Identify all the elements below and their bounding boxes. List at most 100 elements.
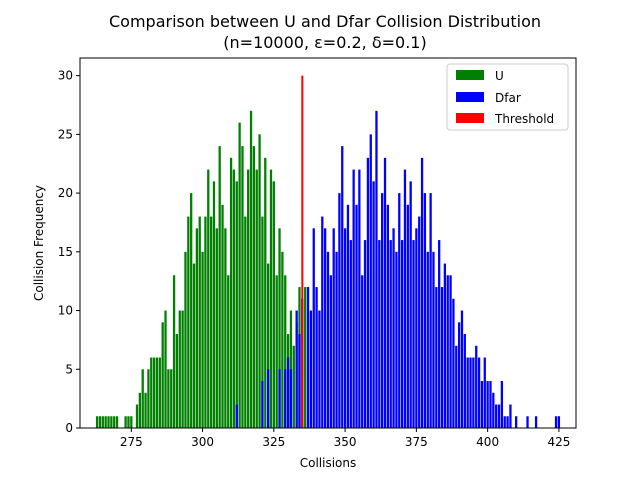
bar-dfar	[386, 204, 390, 428]
bar-dfar	[343, 228, 347, 428]
bar-dfar	[306, 287, 310, 428]
bar-dfar	[557, 416, 561, 428]
bar-dfar	[324, 228, 327, 428]
bar-u	[281, 251, 284, 428]
bar-u	[138, 392, 142, 428]
bar-dfar	[457, 322, 461, 428]
bar-dfar	[321, 216, 324, 428]
bar-dfar	[284, 369, 287, 428]
bar-dfar	[312, 228, 315, 428]
x-axis: 275 300 325 350 375 400 425	[120, 428, 570, 449]
bar-u	[218, 146, 221, 428]
bar-u	[204, 216, 207, 428]
bar-dfar	[486, 381, 489, 428]
bar-dfar	[261, 381, 264, 428]
bar-u	[175, 334, 179, 428]
bar-dfar	[489, 381, 492, 428]
bar-u	[115, 416, 119, 428]
y-tick-label: 0	[65, 421, 73, 435]
bar-dfar	[534, 416, 538, 428]
y-tick-label: 5	[65, 362, 73, 376]
bar-u	[110, 416, 113, 428]
bar-u	[178, 310, 181, 428]
bar-dfar	[318, 310, 321, 428]
bar-u	[98, 416, 102, 428]
bar-u	[101, 416, 104, 428]
bar-dfar	[466, 357, 469, 428]
bar-dfar	[395, 251, 398, 428]
bar-dfar	[495, 404, 498, 428]
bar-u	[144, 392, 147, 428]
y-tick-label: 30	[58, 69, 73, 83]
bar-dfar	[418, 216, 421, 428]
bar-dfar	[406, 204, 409, 428]
bar-u	[104, 416, 107, 428]
bar-dfar	[349, 240, 352, 428]
plot-frame	[79, 57, 577, 429]
bar-u	[284, 275, 287, 428]
bar-dfar	[415, 228, 418, 428]
bar-u	[252, 146, 256, 428]
bar-u	[247, 169, 250, 429]
bar-u	[269, 169, 273, 429]
legend-label-threshold: Threshold	[494, 112, 554, 126]
bar-u	[167, 369, 170, 428]
x-tick-label: 400	[476, 435, 499, 449]
bar-u	[227, 275, 230, 428]
bar-dfar	[341, 146, 344, 428]
bar-dfar	[506, 416, 509, 428]
bar-u	[113, 416, 116, 428]
bar-u	[150, 357, 153, 428]
plot-area	[79, 57, 577, 429]
bar-dfar	[469, 357, 472, 428]
y-tick-label: 25	[58, 127, 73, 141]
bar-u	[152, 357, 156, 428]
bar-dfar	[266, 369, 270, 428]
bar-u	[209, 216, 213, 428]
bar-dfar	[346, 204, 350, 428]
bar-dfar	[438, 240, 441, 428]
bar-u	[264, 157, 267, 429]
bar-dfar	[503, 416, 506, 428]
bar-dfar	[455, 345, 458, 428]
bar-dfar	[235, 404, 238, 428]
y-tick-label: 15	[58, 245, 73, 259]
x-tick-label: 425	[547, 435, 570, 449]
bar-u	[95, 416, 99, 428]
bar-u	[170, 369, 173, 428]
bar-dfar	[289, 369, 293, 428]
bar-u	[212, 181, 216, 428]
legend-label-u: U	[495, 69, 504, 83]
bar-dfar	[480, 381, 484, 428]
bar-dfar	[432, 251, 435, 428]
bar-dfar	[358, 169, 361, 429]
bar-u	[190, 193, 193, 428]
bar-dfar	[420, 157, 424, 429]
x-tick-label: 275	[120, 435, 143, 449]
bar-dfar	[426, 251, 429, 428]
bar-dfar	[423, 193, 427, 428]
bar-dfar	[497, 404, 501, 428]
bar-dfar	[361, 275, 364, 428]
bar-dfar	[298, 334, 301, 428]
bar-dfar	[309, 310, 313, 428]
bar-dfar	[483, 357, 486, 428]
bar-u	[272, 181, 275, 428]
bar-u	[304, 287, 307, 428]
bar-dfar	[477, 357, 481, 428]
bar-dfar	[369, 134, 372, 428]
legend-label-dfar: Dfar	[495, 91, 521, 105]
bar-dfar	[335, 251, 338, 428]
bar-dfar	[381, 193, 384, 428]
bar-dfar	[526, 416, 529, 428]
bar-u	[224, 228, 227, 428]
legend-swatch-dfar	[456, 92, 484, 102]
bar-dfar	[460, 310, 464, 428]
bar-dfar	[509, 404, 512, 428]
bar-dfar	[412, 240, 415, 428]
y-axis: 0 5 10 15 20 25 30	[58, 69, 80, 435]
bar-dfar	[492, 392, 495, 428]
bar-dfar	[315, 287, 318, 428]
bar-u	[258, 134, 261, 428]
